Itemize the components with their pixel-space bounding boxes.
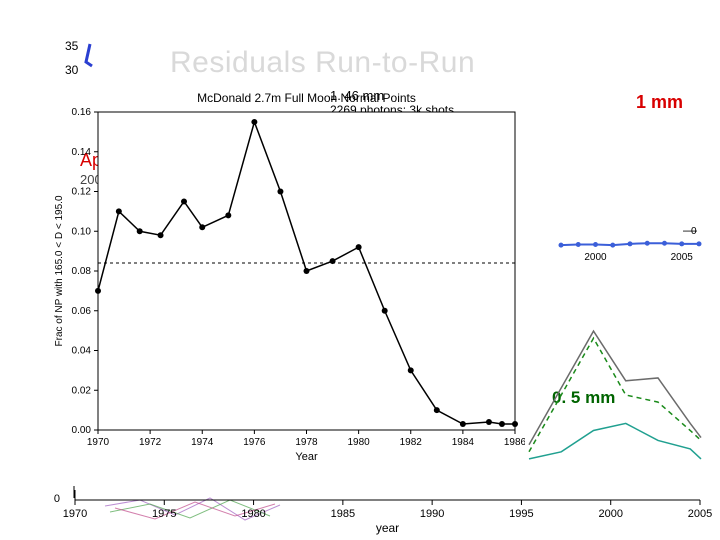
- stage: Residuals Run-to-Run 35 30 1 mm 1. 46 mm…: [0, 0, 720, 540]
- svg-text:year: year: [376, 521, 399, 535]
- svg-text:1972: 1972: [139, 437, 162, 448]
- svg-text:0.16: 0.16: [72, 107, 92, 118]
- svg-text:Year: Year: [295, 451, 318, 463]
- svg-text:1974: 1974: [191, 437, 214, 448]
- svg-text:0.14: 0.14: [72, 147, 92, 158]
- svg-text:1976: 1976: [243, 437, 266, 448]
- svg-text:1970: 1970: [63, 508, 87, 520]
- svg-text:1986: 1986: [504, 437, 525, 448]
- svg-text:0.00: 0.00: [72, 425, 92, 436]
- svg-text:0: 0: [54, 493, 60, 505]
- svg-text:2005: 2005: [688, 508, 712, 520]
- svg-text:1984: 1984: [452, 437, 475, 448]
- svg-text:0.10: 0.10: [72, 226, 92, 237]
- svg-text:2000: 2000: [598, 508, 622, 520]
- svg-text:0.06: 0.06: [72, 306, 92, 317]
- svg-text:Frac of NP with 165.0 < D < 19: Frac of NP with 165.0 < D < 195.0: [54, 195, 65, 346]
- svg-text:1980: 1980: [241, 508, 265, 520]
- svg-text:1975: 1975: [152, 508, 176, 520]
- svg-text:1982: 1982: [400, 437, 423, 448]
- svg-text:1978: 1978: [295, 437, 318, 448]
- svg-text:0.04: 0.04: [72, 346, 92, 357]
- svg-text:1980: 1980: [348, 437, 371, 448]
- svg-text:McDonald 2.7m Full Moon Normal: McDonald 2.7m Full Moon Normal Points: [197, 91, 416, 105]
- inset-chart: 0.00 0.02 0.04 0.06 0.08 0.10 0.12 0.14 0.16 1970…: [50, 86, 525, 464]
- svg-text:1990: 1990: [420, 508, 444, 520]
- svg-text:1985: 1985: [331, 508, 355, 520]
- svg-text:1995: 1995: [509, 508, 533, 520]
- svg-text:0.12: 0.12: [72, 187, 92, 198]
- svg-text:0.02: 0.02: [72, 385, 92, 396]
- svg-text:0.08: 0.08: [72, 266, 92, 277]
- svg-text:1970: 1970: [87, 437, 110, 448]
